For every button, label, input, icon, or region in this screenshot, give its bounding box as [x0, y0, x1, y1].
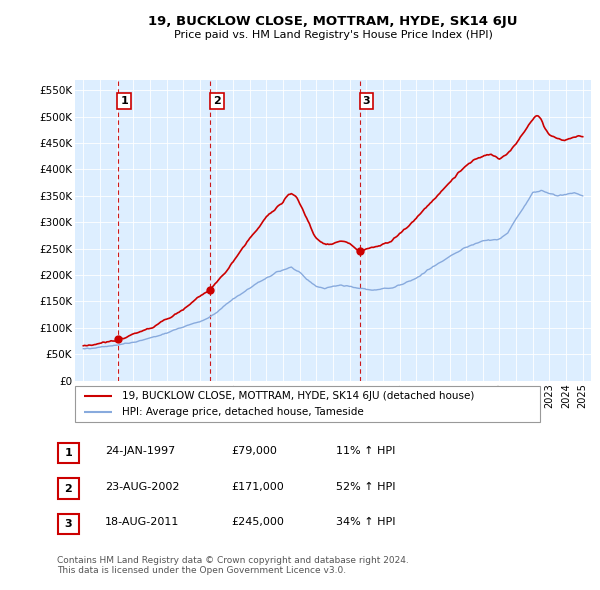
- Text: 34% ↑ HPI: 34% ↑ HPI: [336, 517, 395, 527]
- FancyBboxPatch shape: [58, 514, 79, 534]
- Text: 3: 3: [65, 519, 72, 529]
- FancyBboxPatch shape: [58, 443, 79, 463]
- Text: 52% ↑ HPI: 52% ↑ HPI: [336, 482, 395, 491]
- Text: £171,000: £171,000: [231, 482, 284, 491]
- Text: 1: 1: [65, 448, 72, 458]
- Text: 19, BUCKLOW CLOSE, MOTTRAM, HYDE, SK14 6JU: 19, BUCKLOW CLOSE, MOTTRAM, HYDE, SK14 6…: [148, 15, 518, 28]
- Text: Price paid vs. HM Land Registry's House Price Index (HPI): Price paid vs. HM Land Registry's House …: [173, 30, 493, 40]
- Text: 18-AUG-2011: 18-AUG-2011: [105, 517, 179, 527]
- Text: HPI: Average price, detached house, Tameside: HPI: Average price, detached house, Tame…: [121, 407, 363, 417]
- Text: 11% ↑ HPI: 11% ↑ HPI: [336, 447, 395, 456]
- Text: 1: 1: [120, 96, 128, 106]
- FancyBboxPatch shape: [58, 478, 79, 499]
- Text: 24-JAN-1997: 24-JAN-1997: [105, 447, 175, 456]
- Text: £245,000: £245,000: [231, 517, 284, 527]
- Text: Contains HM Land Registry data © Crown copyright and database right 2024.
This d: Contains HM Land Registry data © Crown c…: [57, 556, 409, 575]
- Text: 23-AUG-2002: 23-AUG-2002: [105, 482, 179, 491]
- FancyBboxPatch shape: [75, 386, 540, 422]
- Text: £79,000: £79,000: [231, 447, 277, 456]
- Text: 2: 2: [213, 96, 221, 106]
- Text: 19, BUCKLOW CLOSE, MOTTRAM, HYDE, SK14 6JU (detached house): 19, BUCKLOW CLOSE, MOTTRAM, HYDE, SK14 6…: [121, 391, 474, 401]
- Text: 3: 3: [363, 96, 370, 106]
- Text: 2: 2: [65, 484, 72, 493]
